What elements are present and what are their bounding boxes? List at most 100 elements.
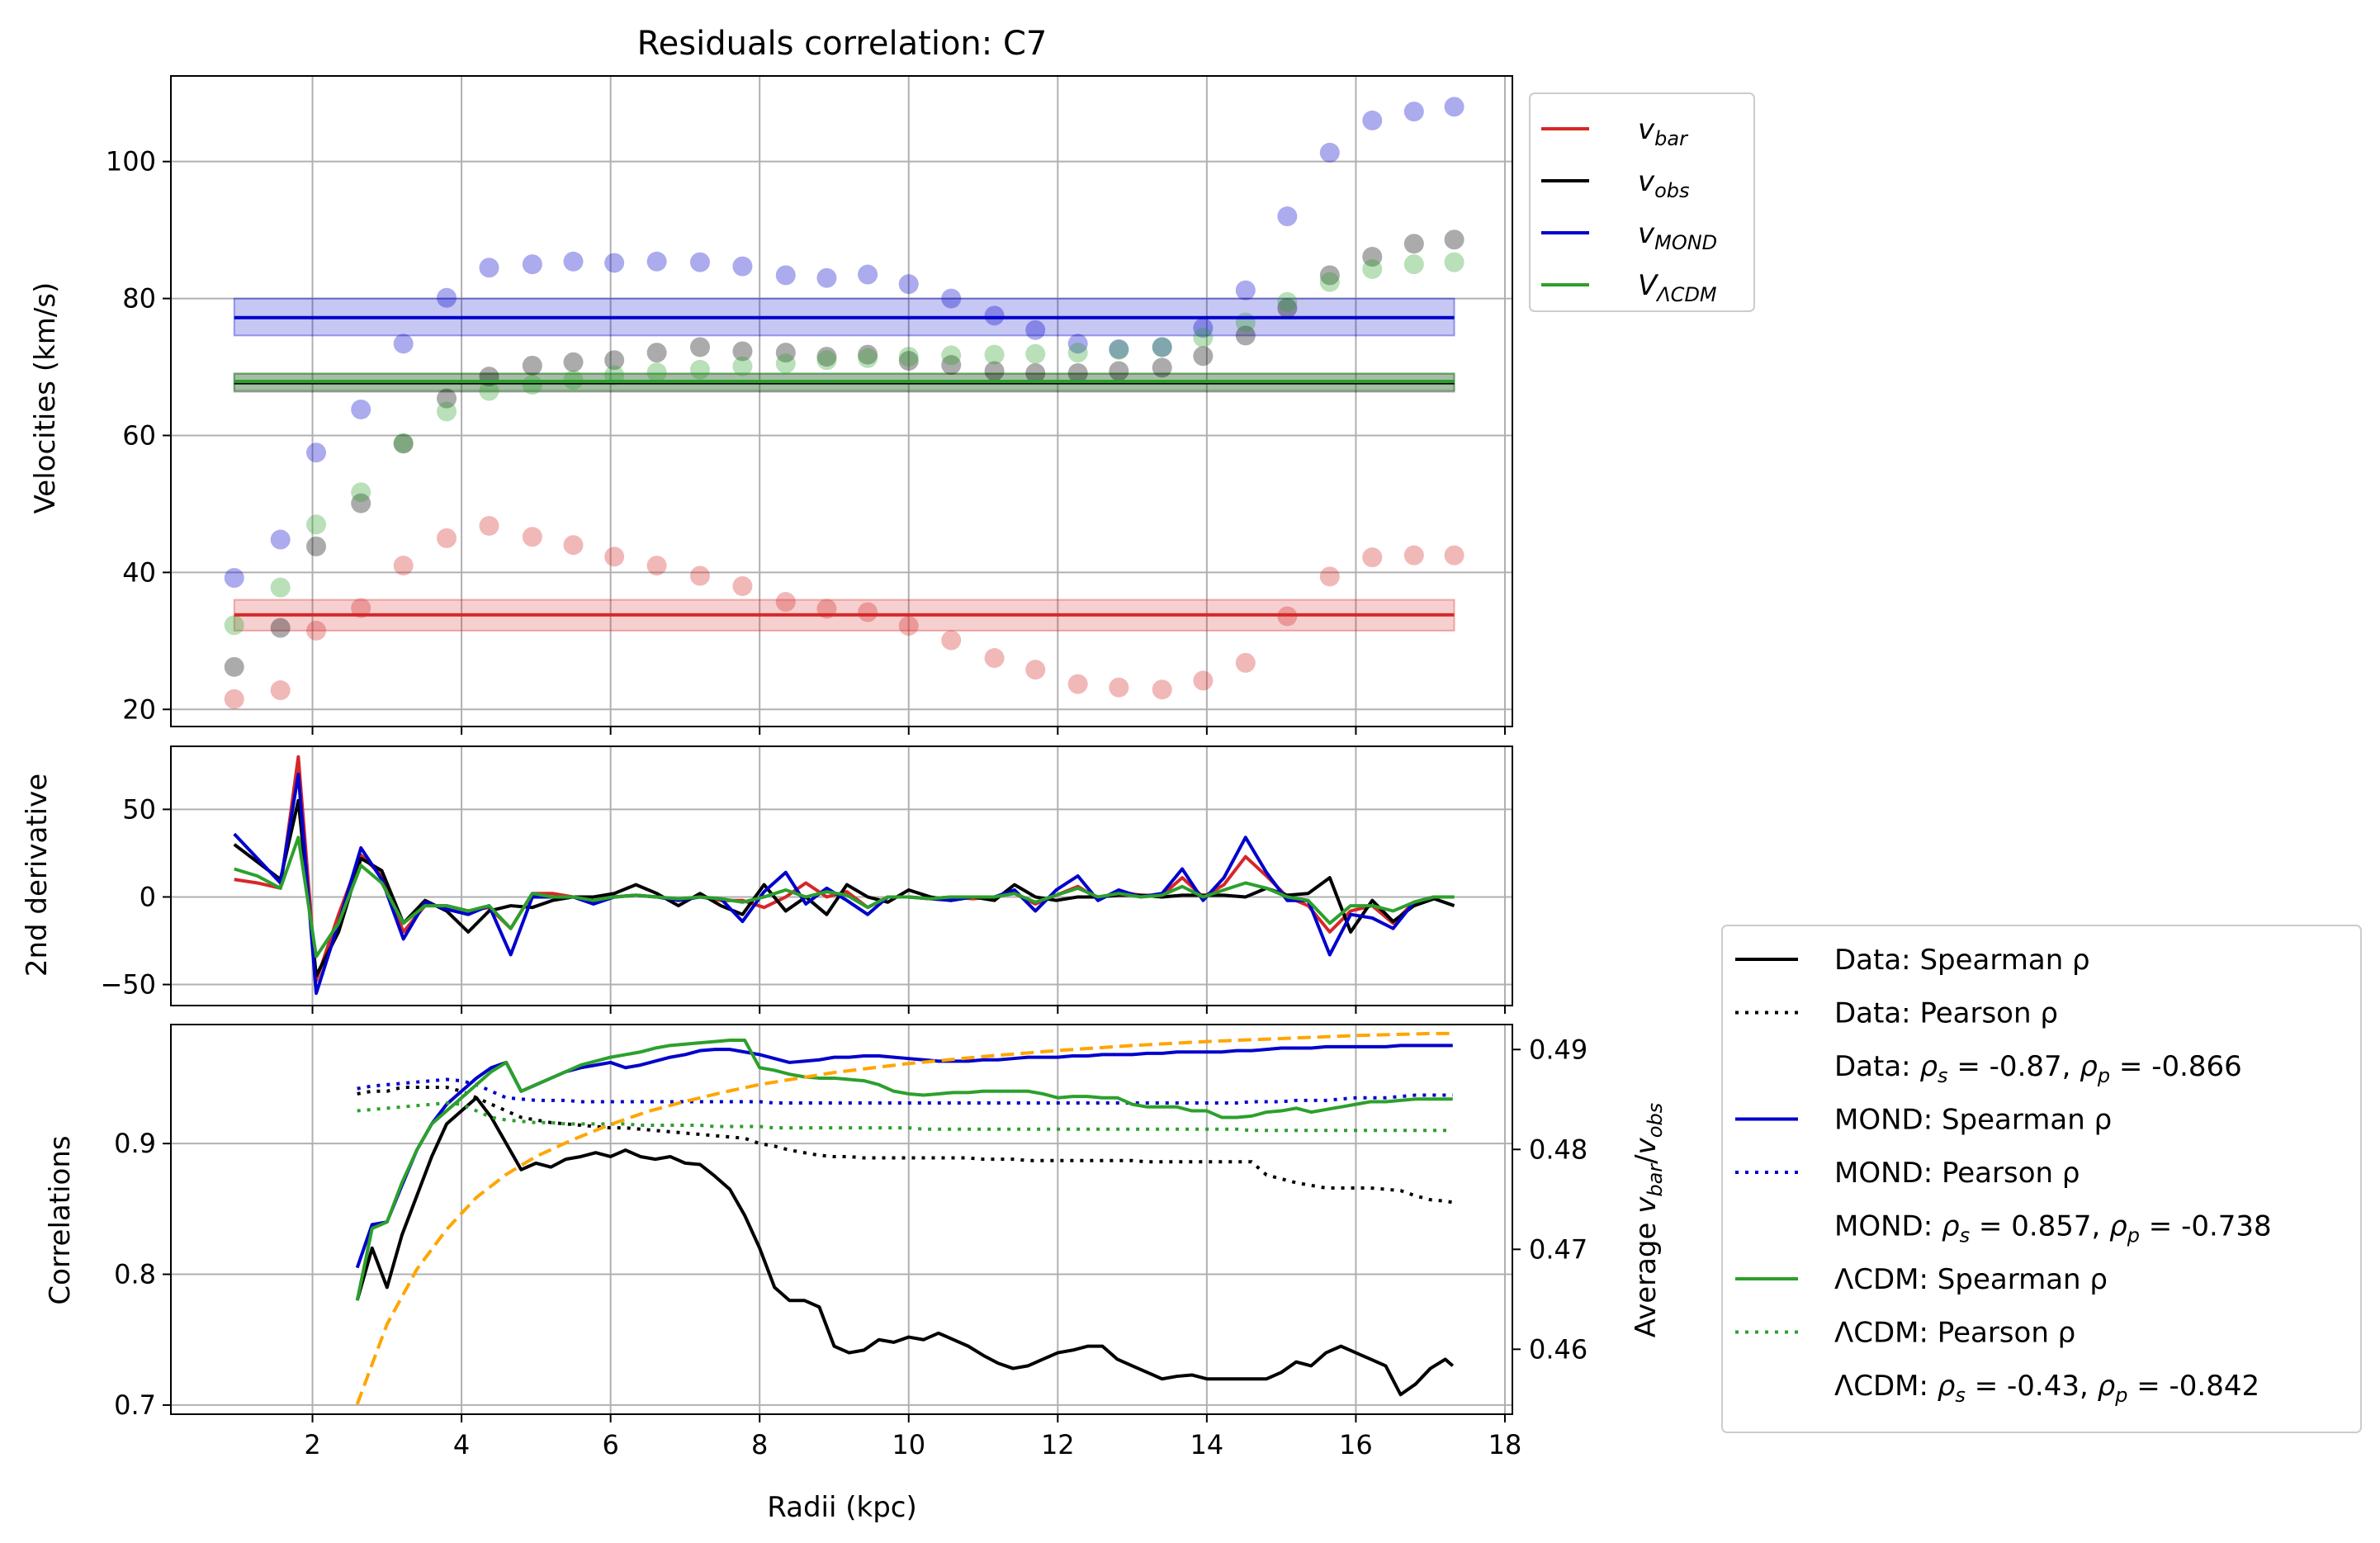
point-ΛCDM bbox=[351, 482, 371, 503]
point-ΛCDM bbox=[1362, 258, 1383, 279]
point-obs bbox=[1319, 265, 1340, 286]
point-MOND bbox=[522, 254, 542, 275]
legend-frame bbox=[1721, 925, 2362, 1433]
derivative-line-MOND bbox=[233, 772, 1455, 996]
point-ΛCDM bbox=[689, 359, 710, 380]
point-MOND bbox=[1444, 97, 1464, 117]
legend-entry: MOND: Pearson ρ bbox=[1834, 1157, 2080, 1190]
point-MOND bbox=[479, 258, 499, 278]
point-bar bbox=[224, 689, 244, 709]
legend-entry: Data: Pearson ρ bbox=[1834, 997, 2058, 1030]
x-tick-label: 4 bbox=[453, 1429, 470, 1460]
legend-entry: ΛCDM: ρs = -0.43, ρp = -0.842 bbox=[1834, 1370, 2259, 1407]
point-bar bbox=[437, 528, 457, 548]
point-obs bbox=[563, 352, 584, 372]
point-ΛCDM bbox=[393, 433, 414, 453]
xlabel-radii: Radii (kpc) bbox=[767, 1491, 917, 1524]
right-y-tick-label: 0.49 bbox=[1529, 1034, 1587, 1065]
point-obs bbox=[941, 355, 962, 376]
point-bar bbox=[732, 575, 753, 596]
point-ΛCDM bbox=[898, 347, 919, 367]
point-MOND bbox=[858, 264, 878, 285]
point-MOND bbox=[1362, 110, 1383, 130]
x-tick-label: 14 bbox=[1190, 1429, 1224, 1460]
legend-entry: Data: ρs = -0.87, ρp = -0.866 bbox=[1834, 1050, 2242, 1087]
point-bar bbox=[941, 630, 962, 651]
point-bar bbox=[1109, 677, 1129, 698]
point-obs bbox=[689, 337, 710, 357]
point-MOND bbox=[270, 529, 291, 550]
point-ΛCDM bbox=[224, 615, 244, 636]
correlation-line bbox=[357, 1086, 1454, 1205]
panel-velocities-axes: 20 40 60 80 100 bbox=[106, 75, 1513, 735]
point-obs bbox=[306, 536, 327, 556]
point-obs bbox=[1193, 346, 1214, 367]
legend-velocities: vbar vobs vMOND VΛCDM bbox=[1529, 92, 1755, 312]
point-MOND bbox=[1193, 318, 1214, 338]
point-bar bbox=[1193, 670, 1214, 691]
point-ΛCDM bbox=[646, 362, 667, 383]
point-MOND bbox=[1235, 280, 1256, 301]
legend-entry: ΛCDM: Pearson ρ bbox=[1834, 1317, 2075, 1350]
point-obs bbox=[393, 433, 414, 454]
point-ΛCDM bbox=[984, 344, 1005, 365]
point-ΛCDM bbox=[1403, 254, 1424, 275]
point-bar bbox=[1025, 660, 1046, 680]
point-ΛCDM bbox=[1067, 343, 1088, 363]
point-bar bbox=[351, 598, 371, 618]
axes-frame bbox=[170, 75, 1513, 727]
point-ΛCDM bbox=[816, 350, 837, 371]
point-ΛCDM bbox=[1319, 272, 1340, 292]
chart-title: Residuals correlation: C7 bbox=[637, 25, 1048, 63]
y-tick-label: 0 bbox=[140, 881, 156, 912]
point-MOND bbox=[224, 568, 244, 589]
point-MOND bbox=[437, 287, 457, 308]
point-MOND bbox=[1152, 337, 1172, 357]
panel-derivative-axes: −50 0 50 bbox=[100, 745, 1513, 1014]
point-ΛCDM bbox=[1277, 291, 1298, 312]
point-bar bbox=[1235, 652, 1256, 673]
point-bar bbox=[306, 620, 327, 641]
x-tick-label: 18 bbox=[1488, 1429, 1522, 1460]
panel-second-derivative: −50 0 50 2nd derivative bbox=[21, 745, 1513, 1014]
point-ΛCDM bbox=[732, 356, 753, 376]
correlation-line bbox=[355, 1096, 1455, 1397]
x-tick-label: 2 bbox=[304, 1429, 320, 1460]
point-bar bbox=[1319, 566, 1340, 587]
point-MOND bbox=[351, 399, 371, 419]
legend-entry: MOND: Spearman ρ bbox=[1834, 1104, 2112, 1137]
point-ΛCDM bbox=[1193, 327, 1214, 348]
point-obs bbox=[1362, 246, 1383, 267]
legend-entry: MOND: ρs = 0.857, ρp = -0.738 bbox=[1834, 1210, 2272, 1247]
x-tick-label: 16 bbox=[1339, 1429, 1373, 1460]
y-tick-label: 50 bbox=[122, 793, 156, 825]
point-ΛCDM bbox=[306, 514, 327, 535]
point-MOND bbox=[984, 305, 1005, 326]
point-ΛCDM bbox=[479, 381, 499, 401]
point-MOND bbox=[1025, 319, 1046, 340]
point-obs bbox=[224, 656, 244, 677]
point-ΛCDM bbox=[858, 348, 878, 368]
point-ΛCDM bbox=[1109, 339, 1129, 360]
y-tick-label: 100 bbox=[106, 146, 156, 177]
point-MOND bbox=[646, 251, 667, 272]
derivative-line-bar bbox=[234, 755, 1455, 983]
y-tick-label: 20 bbox=[122, 693, 156, 725]
point-obs bbox=[984, 361, 1005, 381]
point-obs bbox=[351, 493, 371, 514]
correlation-line bbox=[357, 1101, 1453, 1133]
point-bar bbox=[898, 616, 919, 637]
point-bar bbox=[522, 527, 542, 547]
x-tick-label: 10 bbox=[892, 1429, 925, 1460]
point-MOND bbox=[732, 256, 753, 277]
point-ΛCDM bbox=[1152, 337, 1172, 357]
point-bar bbox=[858, 602, 878, 622]
point-MOND bbox=[1067, 334, 1088, 354]
correlation-line bbox=[355, 1031, 1453, 1405]
panel-correlations: 2 4 6 8 10 12 14 16 180.70.80.90.460.470.480.49 … bbox=[44, 1024, 1667, 1524]
point-bar bbox=[1403, 545, 1424, 566]
x-tick-label: 8 bbox=[751, 1429, 768, 1460]
axes-frame bbox=[170, 745, 1513, 1006]
point-ΛCDM bbox=[941, 345, 962, 366]
point-MOND bbox=[1319, 142, 1340, 163]
